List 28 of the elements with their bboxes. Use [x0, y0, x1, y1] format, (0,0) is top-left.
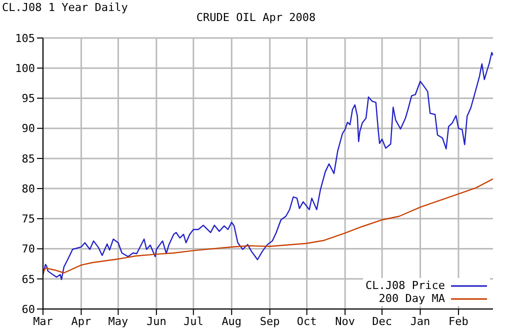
y-tick-label: 80 — [22, 182, 35, 196]
x-tick-label: May — [108, 314, 129, 328]
chart-title: CRUDE OIL Apr 2008 — [196, 11, 316, 24]
y-tick-label: 90 — [22, 122, 35, 136]
x-tick-label: Aug — [222, 314, 242, 328]
legend-label: CL.J08 Price — [366, 279, 445, 292]
x-tick-label: Dec — [372, 314, 392, 328]
chart-subtitle: CL.J08 1 Year Daily — [2, 1, 128, 14]
x-tick-label: Sep — [260, 314, 280, 328]
x-tick-label: Nov — [335, 314, 356, 328]
x-tick-label: Jun — [146, 314, 166, 328]
y-tick-label: 105 — [15, 32, 35, 45]
x-tick-label: Oct — [296, 314, 317, 328]
y-tick-label: 100 — [15, 62, 35, 76]
y-tick-label: 75 — [22, 212, 35, 226]
x-tick-label: Jul — [183, 314, 204, 328]
y-tick-label: 60 — [22, 302, 35, 316]
x-tick-label: Apr — [71, 314, 92, 328]
legend-label: 200 Day MA — [378, 292, 445, 305]
y-tick-label: 65 — [22, 272, 35, 286]
x-tick-label: Jan — [410, 314, 430, 328]
line-series — [43, 178, 493, 274]
x-tick-label: Mar — [33, 314, 54, 328]
y-tick-label: 85 — [22, 152, 35, 166]
y-tick-label: 95 — [22, 92, 35, 106]
line-series — [43, 52, 493, 280]
x-tick-label: Feb — [448, 314, 468, 328]
y-tick-label: 70 — [22, 242, 35, 256]
